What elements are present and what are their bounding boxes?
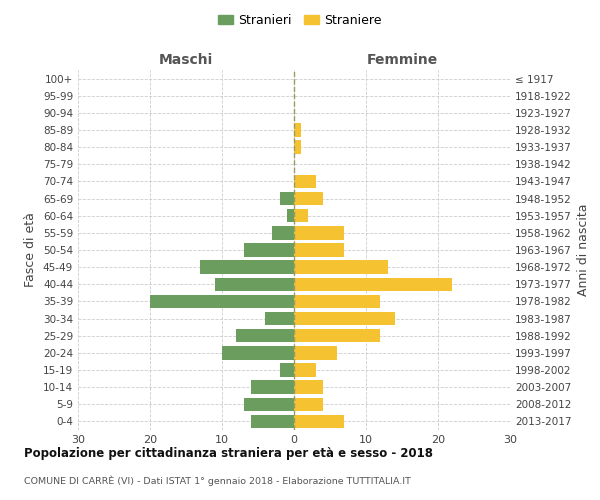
Bar <box>294 346 337 360</box>
Bar <box>265 312 294 326</box>
Bar <box>280 192 294 205</box>
Text: Popolazione per cittadinanza straniera per età e sesso - 2018: Popolazione per cittadinanza straniera p… <box>24 448 433 460</box>
Y-axis label: Fasce di età: Fasce di età <box>25 212 37 288</box>
Bar <box>294 380 323 394</box>
Bar <box>294 209 308 222</box>
Bar <box>294 140 301 154</box>
Bar <box>294 329 380 342</box>
Bar <box>280 364 294 376</box>
Bar <box>294 260 388 274</box>
Text: Femmine: Femmine <box>367 52 437 66</box>
Bar <box>294 226 344 239</box>
Text: COMUNE DI CARRÈ (VI) - Dati ISTAT 1° gennaio 2018 - Elaborazione TUTTITALIA.IT: COMUNE DI CARRÈ (VI) - Dati ISTAT 1° gen… <box>24 476 411 486</box>
Bar <box>287 209 294 222</box>
Bar <box>294 244 344 256</box>
Bar <box>294 364 316 376</box>
Bar <box>200 260 294 274</box>
Bar <box>294 174 316 188</box>
Bar <box>294 294 380 308</box>
Bar <box>251 380 294 394</box>
Bar <box>294 124 301 136</box>
Bar <box>215 278 294 291</box>
Bar <box>294 278 452 291</box>
Bar <box>272 226 294 239</box>
Bar <box>150 294 294 308</box>
Bar <box>294 312 395 326</box>
Legend: Stranieri, Straniere: Stranieri, Straniere <box>213 8 387 32</box>
Bar <box>244 244 294 256</box>
Text: Maschi: Maschi <box>159 52 213 66</box>
Bar <box>222 346 294 360</box>
Bar <box>294 414 344 428</box>
Bar <box>236 329 294 342</box>
Y-axis label: Anni di nascita: Anni di nascita <box>577 204 590 296</box>
Bar <box>244 398 294 411</box>
Bar <box>294 398 323 411</box>
Bar <box>251 414 294 428</box>
Bar <box>294 192 323 205</box>
